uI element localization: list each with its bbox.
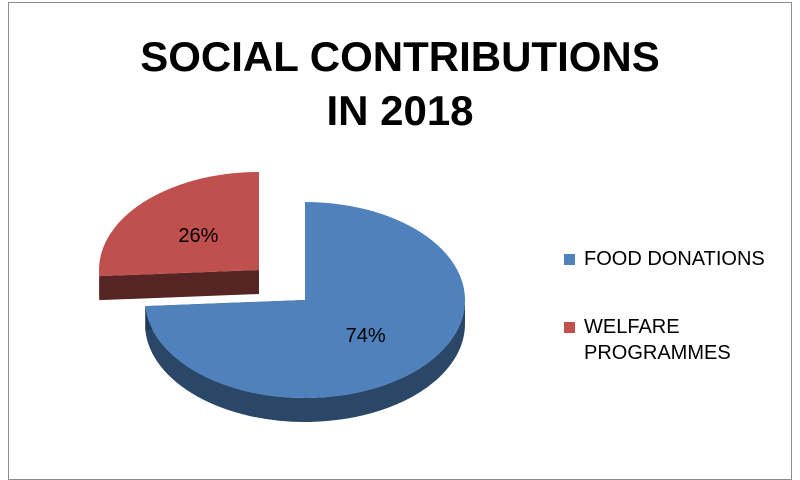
chart-legend: FOOD DONATIONS WELFARE PROGRAMMES <box>564 246 794 408</box>
legend-item-welfare-programmes: WELFARE PROGRAMMES <box>564 314 794 366</box>
legend-label-food-donations: FOOD DONATIONS <box>584 248 765 270</box>
legend-swatch-food-donations <box>564 254 575 265</box>
data-label-food-donations: 74% <box>346 325 386 347</box>
pie-slice-top <box>99 172 259 276</box>
data-label-welfare-programmes: 26% <box>178 225 218 247</box>
legend-label-welfare-programmes: WELFARE PROGRAMMES <box>584 316 731 364</box>
legend-item-food-donations: FOOD DONATIONS <box>564 246 794 272</box>
pie-slices <box>99 172 465 422</box>
legend-swatch-welfare-programmes <box>564 322 575 333</box>
